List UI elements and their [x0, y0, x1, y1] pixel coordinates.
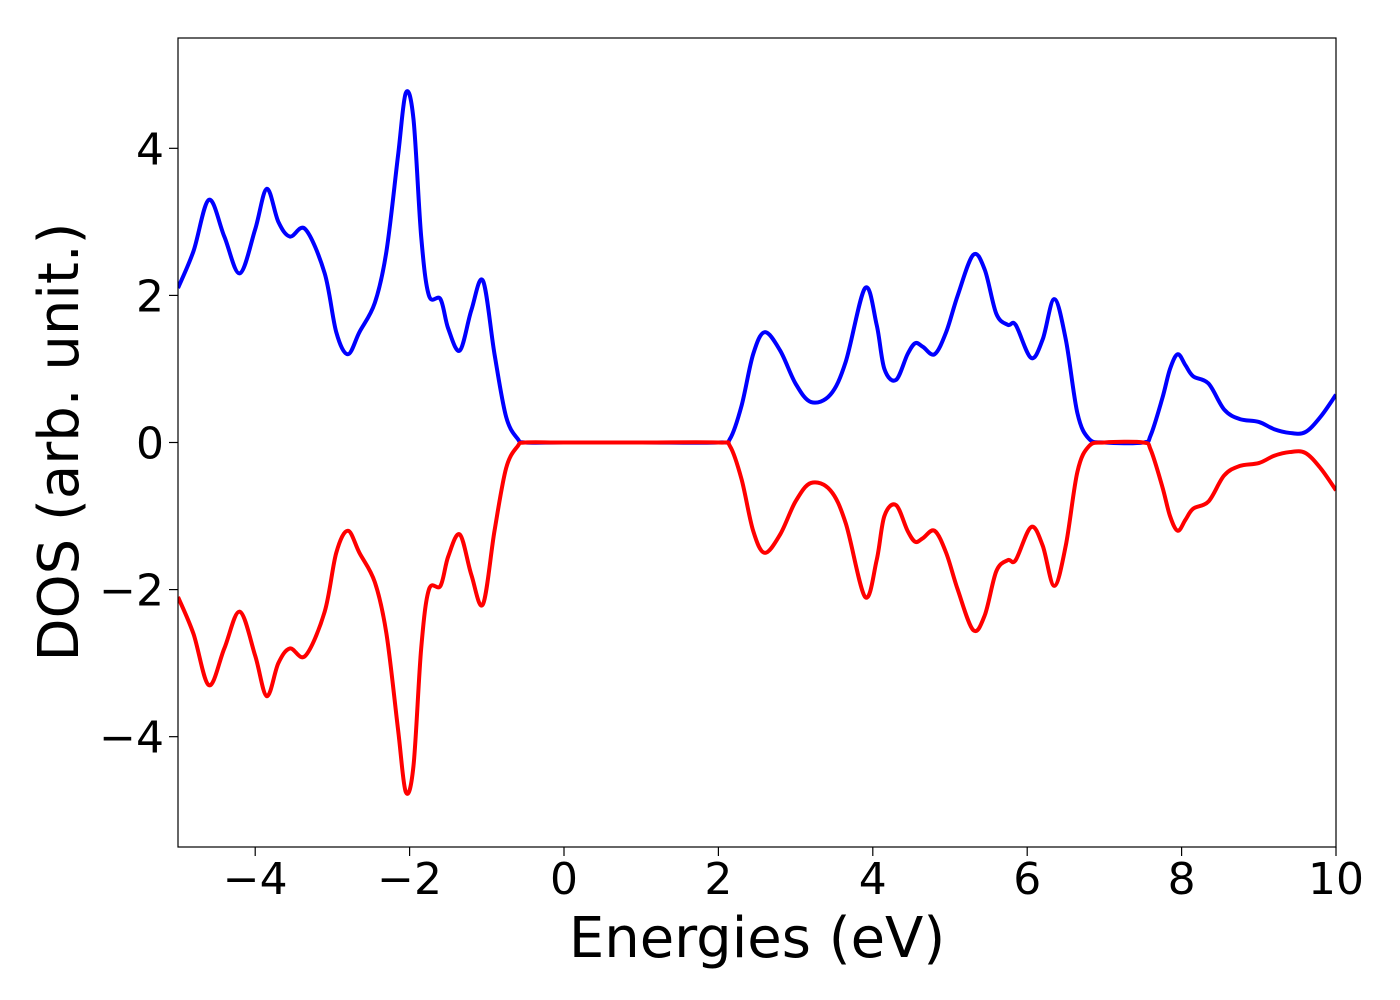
x-tick-label: 6 [1013, 854, 1041, 905]
y-axis-ticks: −4 −2 0 2 4 [99, 124, 178, 764]
x-tick-label: 2 [704, 854, 732, 905]
x-tick-label: 0 [550, 854, 578, 905]
y-tick-label: −2 [99, 566, 164, 617]
y-tick-label: 2 [136, 271, 164, 322]
series-line-spin-down [178, 439, 1336, 796]
series-line-spin-up [178, 89, 1336, 446]
x-tick-label: 8 [1168, 854, 1196, 905]
x-tick-label: 4 [859, 854, 887, 905]
y-tick-label: 0 [136, 419, 164, 470]
x-tick-label: 10 [1308, 854, 1364, 905]
y-axis-label: DOS (arb. unit.) [27, 222, 92, 661]
y-tick-label: 4 [136, 124, 164, 175]
x-axis-label: Energies (eV) [569, 906, 945, 971]
y-tick-label: −4 [99, 713, 164, 764]
x-tick-label: −4 [223, 854, 288, 905]
series-layer [178, 89, 1336, 796]
x-tick-label: −2 [377, 854, 442, 905]
x-axis-ticks: −4 −2 0 2 4 6 8 10 [223, 847, 1364, 905]
